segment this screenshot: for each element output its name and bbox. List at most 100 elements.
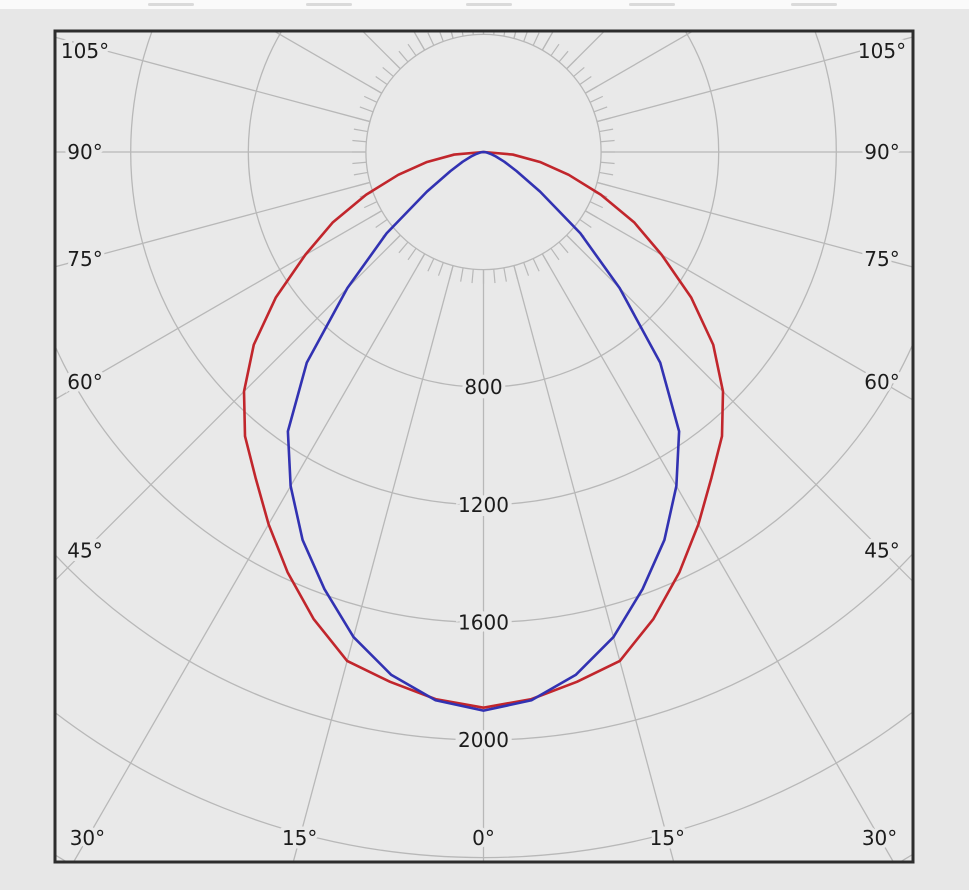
grid-radial-line — [566, 234, 913, 583]
grid-tick — [363, 201, 378, 209]
intensity-curves — [242, 150, 725, 712]
grid-tick — [599, 171, 614, 176]
angle-labels: 105° 105° 90° 90° 75° 75° 60° 60° 45° 45° 30° 15° 0°… — [57, 36, 909, 854]
grid-tick — [503, 31, 506, 37]
grid-tick — [593, 106, 608, 113]
grid-tick — [407, 43, 417, 57]
grid-radial-line — [596, 36, 913, 123]
grid-tick — [461, 31, 464, 37]
grid-tick — [550, 43, 560, 57]
angle-label-right-105: 105° — [858, 39, 906, 63]
grid-tick — [493, 269, 496, 284]
blue-curve — [286, 150, 681, 712]
grid-tick — [437, 262, 444, 276]
angle-label-bottom-15: 15° — [650, 826, 685, 850]
angle-label-bottom-0: 0° — [472, 826, 495, 850]
grid-tick — [375, 76, 388, 86]
angle-label-bottom-30: 30° — [70, 826, 105, 850]
top-edge-scan-artifacts — [0, 0, 969, 9]
grid-tick — [353, 171, 368, 176]
grid-tick — [596, 181, 611, 187]
grid-radial-line — [596, 181, 913, 268]
grid-radial-line — [72, 253, 426, 862]
grid-tick — [579, 76, 592, 86]
angle-label-right-60: 60° — [864, 370, 899, 394]
scan-dash — [148, 3, 194, 6]
grid-tick — [523, 31, 529, 42]
grid-tick — [460, 267, 464, 282]
grid-tick — [541, 253, 550, 267]
grid-tick — [523, 262, 530, 276]
grid-tick — [493, 31, 495, 35]
scan-dash — [466, 3, 512, 6]
grid-tick — [398, 241, 409, 254]
grid-tick — [503, 267, 507, 282]
grid-tick — [390, 58, 401, 70]
scan-dash — [791, 3, 837, 6]
grid-tick — [585, 85, 598, 94]
grid-tick — [356, 181, 371, 187]
grid-tick — [472, 31, 474, 35]
angle-label-bottom-15: 15° — [282, 826, 317, 850]
grid-radial-line — [55, 234, 401, 582]
angle-label-right-45: 45° — [864, 539, 899, 563]
grid-tick — [369, 210, 382, 219]
ring-value-label: 800 — [464, 375, 502, 399]
grid-tick — [448, 265, 454, 280]
grid-radial-line — [55, 181, 371, 268]
grid-tick — [352, 139, 367, 143]
grid-tick — [353, 128, 368, 133]
ring-value-labels: 800 1200 1600 2000 — [454, 371, 513, 756]
angle-label-right-90: 90° — [864, 140, 899, 164]
grid-tick — [359, 106, 374, 113]
grid-tick — [541, 37, 550, 51]
grid-tick — [369, 85, 382, 94]
ring-value-label: 2000 — [458, 728, 509, 752]
grid-radial-line — [513, 265, 675, 862]
angle-label-left-90: 90° — [67, 140, 102, 164]
angle-label-left-75: 75° — [67, 247, 102, 271]
grid-tick — [550, 247, 560, 261]
grid-tick — [579, 218, 592, 228]
grid-radial-line — [55, 36, 371, 123]
scan-dash — [306, 3, 352, 6]
grid-tick — [513, 265, 519, 280]
grid-tick — [417, 253, 426, 267]
grid-tick — [596, 117, 611, 123]
grid-radial-line — [541, 253, 895, 862]
grid-tick — [382, 66, 394, 77]
grid-tick — [566, 58, 577, 70]
ring-value-label: 1600 — [458, 610, 509, 634]
angle-label-left-60: 60° — [67, 370, 102, 394]
angle-label-right-75: 75° — [864, 247, 899, 271]
grid-tick — [589, 201, 604, 209]
grid-tick — [427, 32, 435, 46]
grid-tick — [558, 241, 569, 254]
grid-radial-line — [292, 265, 454, 862]
red-curve — [242, 150, 725, 709]
grid-tick — [417, 37, 426, 51]
grid-tick — [363, 95, 378, 103]
grid-tick — [599, 128, 614, 133]
grid-tick — [438, 31, 444, 42]
grid-tick — [589, 95, 604, 103]
grid-radial-line — [585, 210, 913, 401]
angle-label-bottom-30: 30° — [862, 826, 897, 850]
grid-tick — [375, 218, 388, 228]
grid-tick — [573, 66, 585, 77]
scan-dash — [629, 3, 675, 6]
grid-tick — [600, 161, 615, 165]
grid-tick — [566, 234, 577, 246]
plot-border — [53, 29, 915, 864]
grid-tick — [356, 117, 371, 123]
grid-tick — [558, 50, 569, 63]
grid-angle-ticks — [351, 31, 616, 284]
grid-tick — [407, 247, 417, 261]
grid-radial-line — [55, 210, 382, 401]
grid-tick — [585, 210, 598, 219]
grid-tick — [398, 50, 409, 63]
ring-value-label: 1200 — [458, 493, 509, 517]
angle-label-left-105: 105° — [61, 39, 109, 63]
